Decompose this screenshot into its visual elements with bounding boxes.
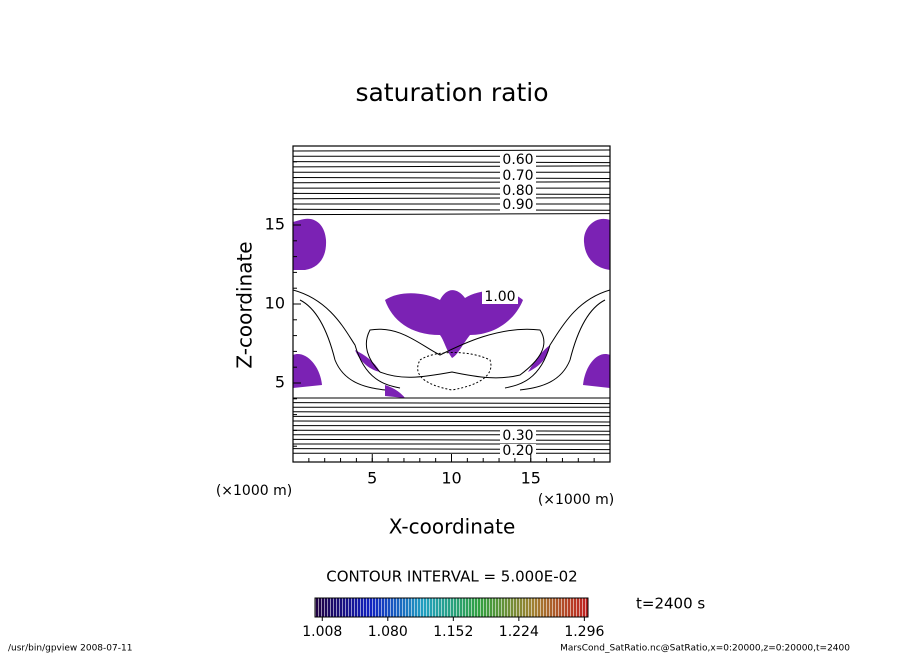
contour-line	[293, 208, 610, 211]
contour-label-bg	[500, 198, 536, 212]
x-tick-label: 15	[521, 469, 541, 488]
contour-label: 1.00	[484, 289, 515, 305]
x-axis-label: X-coordinate	[389, 515, 516, 539]
contour-line	[293, 438, 610, 441]
contour-label-bg	[482, 290, 518, 304]
y-tick-label: 5	[275, 373, 285, 392]
supersaturated-region	[293, 218, 610, 398]
contour-line	[293, 197, 610, 200]
contour-line	[293, 429, 610, 432]
x-unit: (×1000 m)	[538, 492, 614, 508]
contour-label: 0.20	[502, 443, 533, 459]
contour-line	[293, 448, 610, 451]
contour-label: 0.90	[502, 197, 533, 213]
colorbar-tick-label: 1.224	[499, 624, 539, 640]
chart-title: saturation ratio	[355, 78, 548, 107]
contour-line	[293, 161, 610, 164]
colorbar-tick-label: 1.080	[368, 624, 408, 640]
contour-line	[293, 411, 610, 414]
contour-label: 0.30	[502, 428, 533, 444]
contour-interval: CONTOUR INTERVAL = 5.000E-02	[326, 568, 577, 586]
time-label: t=2400 s	[636, 595, 705, 613]
plot-area	[293, 149, 610, 454]
y-tick-label: 10	[265, 294, 285, 313]
contour-label: 0.60	[502, 152, 533, 168]
y-tick-label: 15	[265, 215, 285, 234]
contour-line	[293, 192, 610, 195]
contour-label-bg	[500, 169, 536, 183]
contour-label: 0.70	[502, 168, 533, 184]
contour-label-bg	[500, 444, 536, 458]
contour-line	[293, 165, 610, 168]
colorbar-tick-label: 1.152	[433, 624, 473, 640]
contour-line	[293, 420, 610, 423]
contour-line	[293, 177, 610, 179]
contour-label-bg	[500, 153, 536, 167]
footer-left: /usr/bin/gpview 2008-07-11	[8, 644, 132, 654]
contour-line	[293, 213, 610, 216]
colorbar-tick-label: 1.296	[564, 624, 604, 640]
y-unit: (×1000 m)	[216, 483, 292, 499]
y-axis-label: Z-coordinate	[233, 241, 257, 368]
x-tick-label: 10	[441, 469, 461, 488]
contour-lines	[293, 289, 610, 391]
contour-label-bg	[500, 429, 536, 443]
contour-line	[293, 402, 610, 405]
footer-right: MarsCond_SatRatio.nc@SatRatio,x=0:20000,…	[560, 644, 850, 654]
contour-line	[293, 181, 610, 184]
colorbar-tick-label: 1.008	[302, 624, 342, 640]
x-tick-label: 5	[367, 469, 377, 488]
contour-line	[293, 149, 610, 152]
colorbar-frame	[314, 597, 589, 618]
contour-label-bg	[500, 184, 536, 198]
contour-label: 0.80	[502, 183, 533, 199]
